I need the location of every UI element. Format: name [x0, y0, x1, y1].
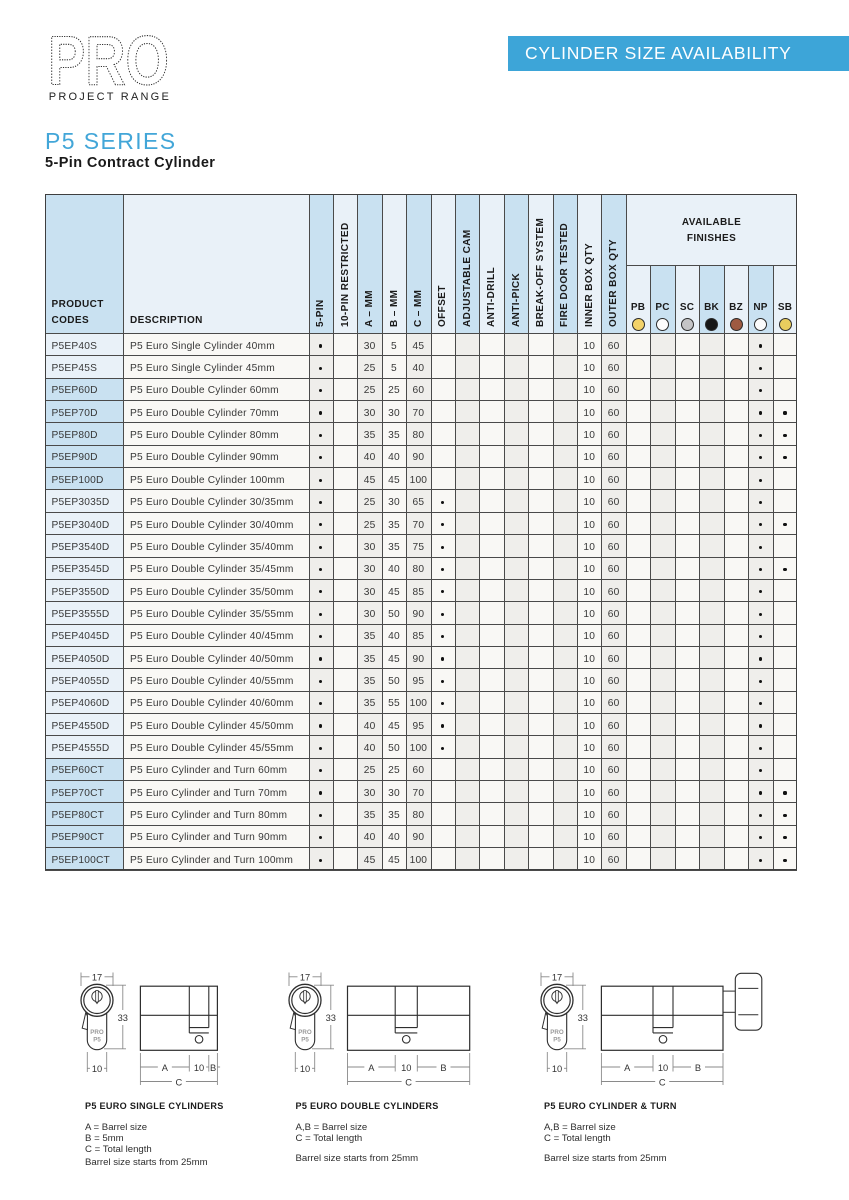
svg-text:C: C	[659, 1077, 666, 1087]
svg-text:10: 10	[194, 1063, 204, 1073]
svg-text:10: 10	[300, 1064, 310, 1074]
svg-text:PRO: PRO	[298, 1029, 312, 1036]
svg-text:17: 17	[300, 972, 310, 982]
svg-text:P5: P5	[553, 1037, 561, 1044]
svg-text:PRO: PRO	[550, 1029, 564, 1036]
svg-text:C: C	[176, 1077, 183, 1087]
svg-text:33: 33	[326, 1013, 336, 1023]
svg-text:PRO: PRO	[90, 1029, 104, 1036]
svg-text:33: 33	[118, 1013, 128, 1023]
svg-text:P5: P5	[93, 1037, 101, 1044]
svg-text:B: B	[210, 1063, 216, 1073]
svg-text:PRO: PRO	[48, 22, 169, 100]
svg-text:10: 10	[552, 1064, 562, 1074]
svg-text:17: 17	[92, 972, 102, 982]
svg-text:P5: P5	[301, 1037, 309, 1044]
svg-text:B: B	[440, 1063, 446, 1073]
svg-text:10: 10	[401, 1063, 411, 1073]
svg-text:A: A	[162, 1063, 169, 1073]
svg-text:33: 33	[578, 1013, 588, 1023]
svg-text:10: 10	[92, 1064, 102, 1074]
svg-text:C: C	[405, 1077, 412, 1087]
svg-text:A: A	[624, 1063, 631, 1073]
svg-text:B: B	[695, 1063, 701, 1073]
svg-text:17: 17	[552, 972, 562, 982]
svg-text:A: A	[368, 1063, 375, 1073]
svg-text:10: 10	[658, 1063, 668, 1073]
